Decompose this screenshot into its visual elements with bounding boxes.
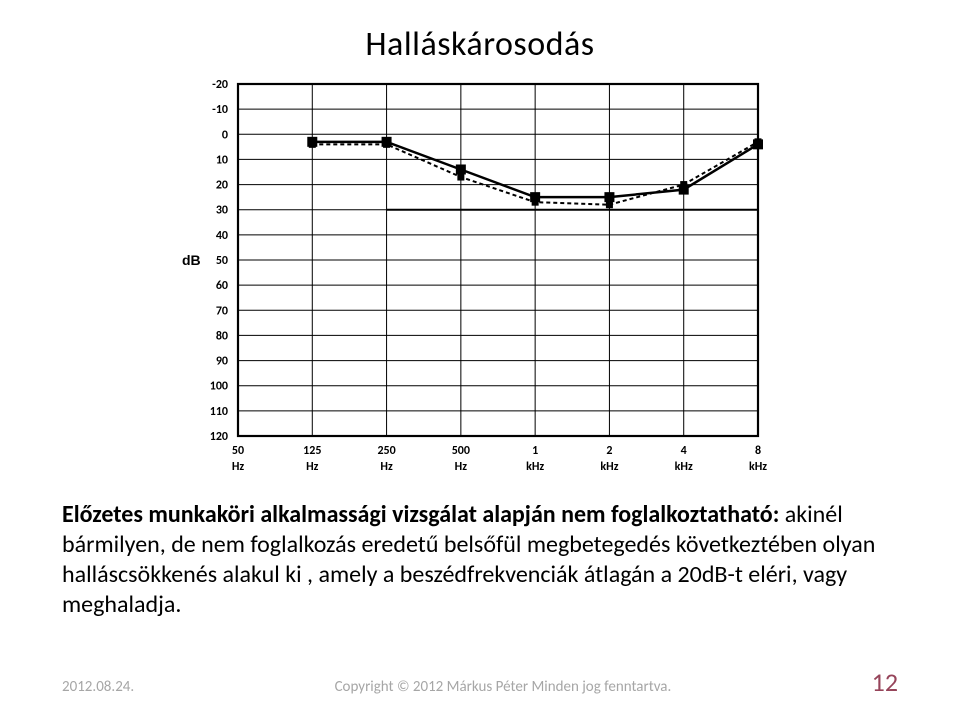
footer-copyright: Copyright © 2012 Márkus Péter Minden jog… — [134, 678, 871, 696]
svg-text:4: 4 — [681, 444, 687, 458]
svg-text:1: 1 — [532, 444, 538, 458]
svg-text:dB: dB — [182, 252, 201, 268]
svg-text:-10: -10 — [212, 103, 228, 117]
svg-text:50: 50 — [216, 254, 228, 268]
svg-text:40: 40 — [216, 229, 228, 243]
svg-text:60: 60 — [216, 279, 228, 293]
svg-text:250: 250 — [377, 444, 395, 458]
footer-page-number: 12 — [872, 666, 898, 698]
slide-title: Halláskárosodás — [0, 24, 960, 65]
svg-text:Hz: Hz — [232, 460, 245, 474]
svg-text:Hz: Hz — [455, 460, 468, 474]
svg-text:0: 0 — [222, 128, 228, 142]
svg-text:125: 125 — [303, 444, 321, 458]
svg-text:30: 30 — [216, 204, 228, 218]
svg-text:kHz: kHz — [749, 460, 767, 474]
svg-text:kHz: kHz — [526, 460, 544, 474]
svg-text:20: 20 — [216, 179, 228, 193]
footer-date: 2012.08.24. — [62, 678, 134, 696]
svg-text:80: 80 — [216, 329, 228, 343]
svg-text:50: 50 — [232, 444, 244, 458]
svg-text:Hz: Hz — [306, 460, 319, 474]
svg-text:500: 500 — [452, 444, 470, 458]
svg-text:2: 2 — [606, 444, 612, 458]
svg-text:120: 120 — [210, 430, 228, 444]
body-paragraph: Előzetes munkaköri alkalmassági vizsgála… — [62, 500, 898, 620]
svg-text:10: 10 — [216, 153, 228, 167]
svg-text:90: 90 — [216, 355, 228, 369]
footer: 2012.08.24. Copyright © 2012 Márkus Péte… — [62, 666, 898, 698]
audiogram-chart: -20-10010203040506070809010011012050Hz12… — [150, 70, 790, 480]
svg-text:70: 70 — [216, 304, 228, 318]
svg-text:8: 8 — [755, 444, 761, 458]
svg-text:-20: -20 — [212, 78, 228, 92]
svg-text:kHz: kHz — [600, 460, 618, 474]
svg-text:kHz: kHz — [675, 460, 693, 474]
svg-text:100: 100 — [210, 380, 228, 394]
svg-text:110: 110 — [210, 405, 228, 419]
paragraph-lead: Előzetes munkaköri alkalmassági vizsgála… — [62, 500, 779, 529]
svg-text:Hz: Hz — [380, 460, 393, 474]
